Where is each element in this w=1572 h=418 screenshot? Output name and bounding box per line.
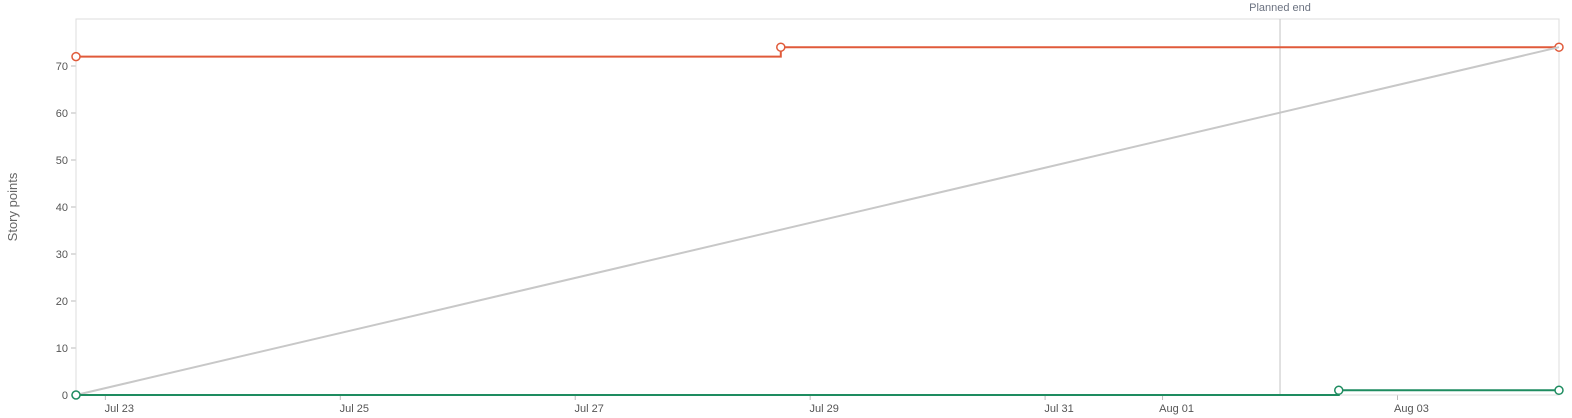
series-1-line	[75, 46, 1560, 396]
plot-area-frame	[75, 18, 1560, 396]
series-0-point[interactable]	[776, 42, 786, 52]
x-tick-label: Jul 29	[809, 403, 838, 415]
series-0-point[interactable]	[71, 51, 81, 62]
series-0-line	[76, 46, 1559, 58]
planned-end-label: Planned end	[1249, 2, 1311, 14]
y-tick-label: 40	[56, 202, 68, 214]
series-2-point[interactable]	[1334, 385, 1344, 396]
x-tick-label: Jul 31	[1044, 403, 1073, 415]
x-tick-label: Aug 03	[1394, 403, 1429, 415]
x-tick-label: Jul 27	[575, 403, 604, 415]
y-tick-label: 50	[56, 155, 68, 167]
x-tick-label: Aug 01	[1159, 403, 1194, 415]
y-tick-label: 10	[56, 343, 68, 355]
y-axis: 0 10 20 30 40 50 60 70	[56, 61, 76, 402]
y-tick-label: 20	[56, 296, 68, 308]
x-axis: Jul 23 Jul 25 Jul 27 Jul 29 Jul 31 Aug 01 Aug …	[105, 395, 1429, 415]
x-tick-label: Jul 25	[340, 403, 369, 415]
planned-end-marker: Planned end	[1249, 2, 1311, 395]
y-tick-label: 60	[56, 108, 68, 120]
series-2-point[interactable]	[1554, 385, 1564, 396]
y-tick-label: 70	[56, 61, 68, 73]
y-tick-label: 30	[56, 249, 68, 261]
series-2-point[interactable]	[71, 390, 81, 400]
y-tick-label: 0	[62, 390, 68, 402]
series-layer	[71, 42, 1564, 400]
x-tick-label: Jul 23	[105, 403, 134, 415]
y-axis-title: Story points	[5, 172, 20, 241]
